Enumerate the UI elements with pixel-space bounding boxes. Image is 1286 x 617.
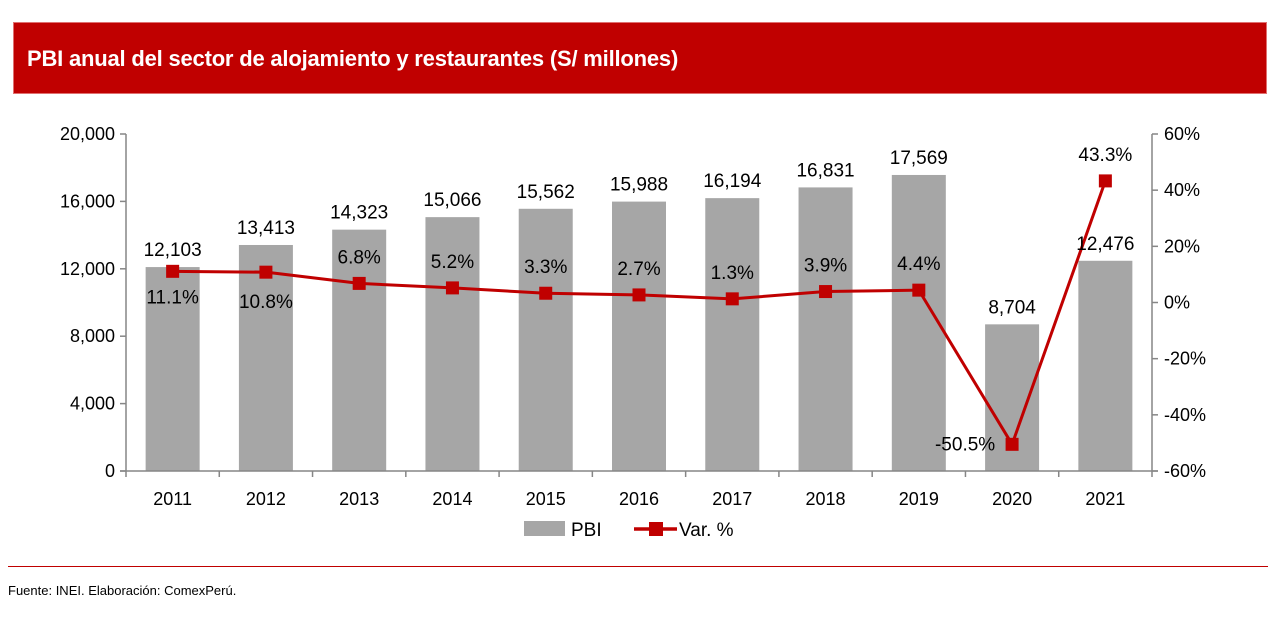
pbi-label-2013: 14,323 [330, 203, 388, 224]
source-note: Fuente: INEI. Elaboración: ComexPerú. [8, 583, 237, 598]
x-tick-label: 2018 [806, 489, 846, 509]
bar-2014 [425, 217, 480, 471]
right-tick-label: 60% [1164, 124, 1200, 144]
pbi-label-2016: 15,988 [610, 175, 668, 196]
bar-2017 [705, 198, 760, 471]
legend-pbi-swatch [524, 521, 565, 536]
var-marker-2012 [259, 265, 273, 279]
var-marker-2021 [1098, 174, 1112, 188]
x-tick-label: 2013 [339, 489, 379, 509]
chart-axes: 0 4,000 8,000 12,000 16,000 20,000 -60% -40% -20… [60, 124, 1206, 509]
right-tick-label: 20% [1164, 236, 1200, 256]
var-marker-2015 [539, 286, 553, 300]
var-label-2020: -50.5% [935, 434, 995, 455]
bar-2015 [518, 208, 573, 471]
var-marker-2017 [725, 292, 739, 306]
x-tick-label: 2012 [246, 489, 286, 509]
bar-2016 [612, 201, 666, 471]
pbi-label-2018: 16,831 [796, 160, 854, 181]
legend-var-marker [649, 522, 663, 536]
bar-2011 [145, 267, 200, 471]
left-tick-label: 16,000 [60, 191, 115, 211]
right-tick-label: 40% [1164, 180, 1200, 200]
var-label-2014: 5.2% [431, 252, 474, 273]
left-tick-label: 20,000 [60, 124, 115, 144]
var-label-2016: 2.7% [617, 259, 660, 280]
data-labels: 12,103 13,413 14,323 15,066 15,562 15,988 16,1… [144, 145, 1135, 455]
bar-2021 [1078, 260, 1133, 471]
var-label-2012: 10.8% [239, 292, 293, 313]
var-label-2013: 6.8% [338, 247, 381, 268]
pbi-label-2011: 12,103 [144, 240, 202, 261]
var-marker-2019 [912, 283, 926, 297]
var-marker-2018 [819, 285, 833, 299]
footer-divider [8, 566, 1268, 567]
var-label-2011: 11.1% [146, 287, 199, 308]
x-tick-label: 2021 [1085, 489, 1125, 509]
x-tick-label: 2011 [153, 489, 192, 509]
var-label-2021: 43.3% [1078, 145, 1132, 166]
combo-chart: 0 4,000 8,000 12,000 16,000 20,000 -60% -40% -20… [60, 124, 1206, 541]
chart-header-band: PBI anual del sector de alojamiento y re… [13, 22, 1267, 94]
x-tick-label: 2019 [899, 489, 939, 509]
bar-2018 [798, 187, 853, 471]
left-tick-label: 12,000 [60, 259, 115, 279]
left-tick-label: 0 [105, 461, 115, 481]
x-tick-label: 2017 [712, 489, 752, 509]
var-label-2015: 3.3% [524, 257, 567, 278]
legend-pbi-label: PBI [571, 520, 602, 541]
pbi-label-2012: 13,413 [237, 218, 295, 239]
x-tick-label: 2014 [432, 489, 472, 509]
right-tick-label: -60% [1164, 461, 1206, 481]
pbi-label-2019: 17,569 [890, 148, 948, 169]
var-line-series [166, 174, 1112, 451]
left-tick-label: 8,000 [70, 326, 115, 346]
var-marker-2013 [352, 276, 366, 290]
x-tick-label: 2020 [992, 489, 1032, 509]
pbi-label-2017: 16,194 [703, 171, 762, 192]
legend-var-label: Var. % [679, 520, 734, 541]
chart-title: PBI anual del sector de alojamiento y re… [27, 46, 679, 71]
var-marker-2020 [1005, 437, 1019, 451]
chart-legend: PBI Var. % [524, 520, 734, 541]
var-marker-2011 [166, 264, 180, 278]
pbi-label-2014: 15,066 [423, 190, 481, 211]
var-marker-2016 [632, 288, 646, 302]
left-tick-label: 4,000 [70, 394, 115, 414]
bar-2013 [332, 229, 387, 471]
pbi-label-2021: 12,476 [1076, 234, 1134, 255]
bar-2012 [238, 244, 293, 471]
pbi-bars [145, 174, 1133, 472]
bar-2019 [891, 174, 946, 472]
var-label-2017: 1.3% [711, 263, 754, 284]
x-tick-label: 2016 [619, 489, 659, 509]
x-tick-label: 2015 [526, 489, 566, 509]
pbi-label-2015: 15,562 [517, 182, 575, 203]
right-tick-label: -40% [1164, 405, 1206, 425]
var-marker-2014 [445, 281, 459, 295]
var-label-2019: 4.4% [897, 254, 940, 275]
pbi-label-2020: 8,704 [988, 297, 1036, 318]
right-tick-label: -20% [1164, 349, 1206, 369]
right-tick-label: 0% [1164, 293, 1190, 313]
var-label-2018: 3.9% [804, 256, 847, 277]
